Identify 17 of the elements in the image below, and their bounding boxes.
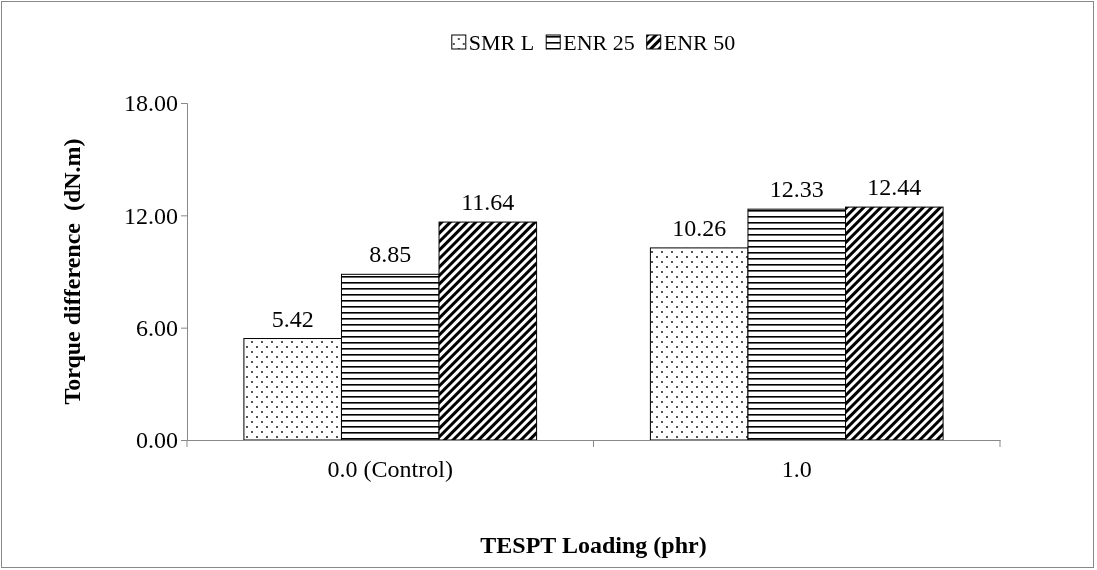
- y-tick-label: 6.00: [136, 314, 178, 341]
- y-tick-label: 18.00: [124, 90, 178, 117]
- y-axis-title: Torque difference (dN.m): [59, 138, 85, 405]
- data-label: 8.85: [369, 241, 412, 268]
- data-label: 5.42: [271, 305, 314, 332]
- data-label: 10.26: [672, 214, 727, 241]
- legend-label: ENR 25: [563, 30, 635, 55]
- data-label: 11.64: [461, 189, 515, 216]
- y-tick-label: 12.00: [124, 202, 178, 229]
- x-axis-title: TESPT Loading (phr): [480, 532, 707, 558]
- data-label: 12.44: [867, 174, 922, 201]
- x-tick-label: 1.0: [781, 455, 812, 482]
- data-label: 12.33: [769, 176, 824, 203]
- legend-label: SMR L: [468, 30, 535, 55]
- x-tick-label: 0.0 (Control): [327, 455, 453, 482]
- legend-label: ENR 50: [663, 30, 736, 55]
- y-tick-label: 0.00: [136, 427, 178, 454]
